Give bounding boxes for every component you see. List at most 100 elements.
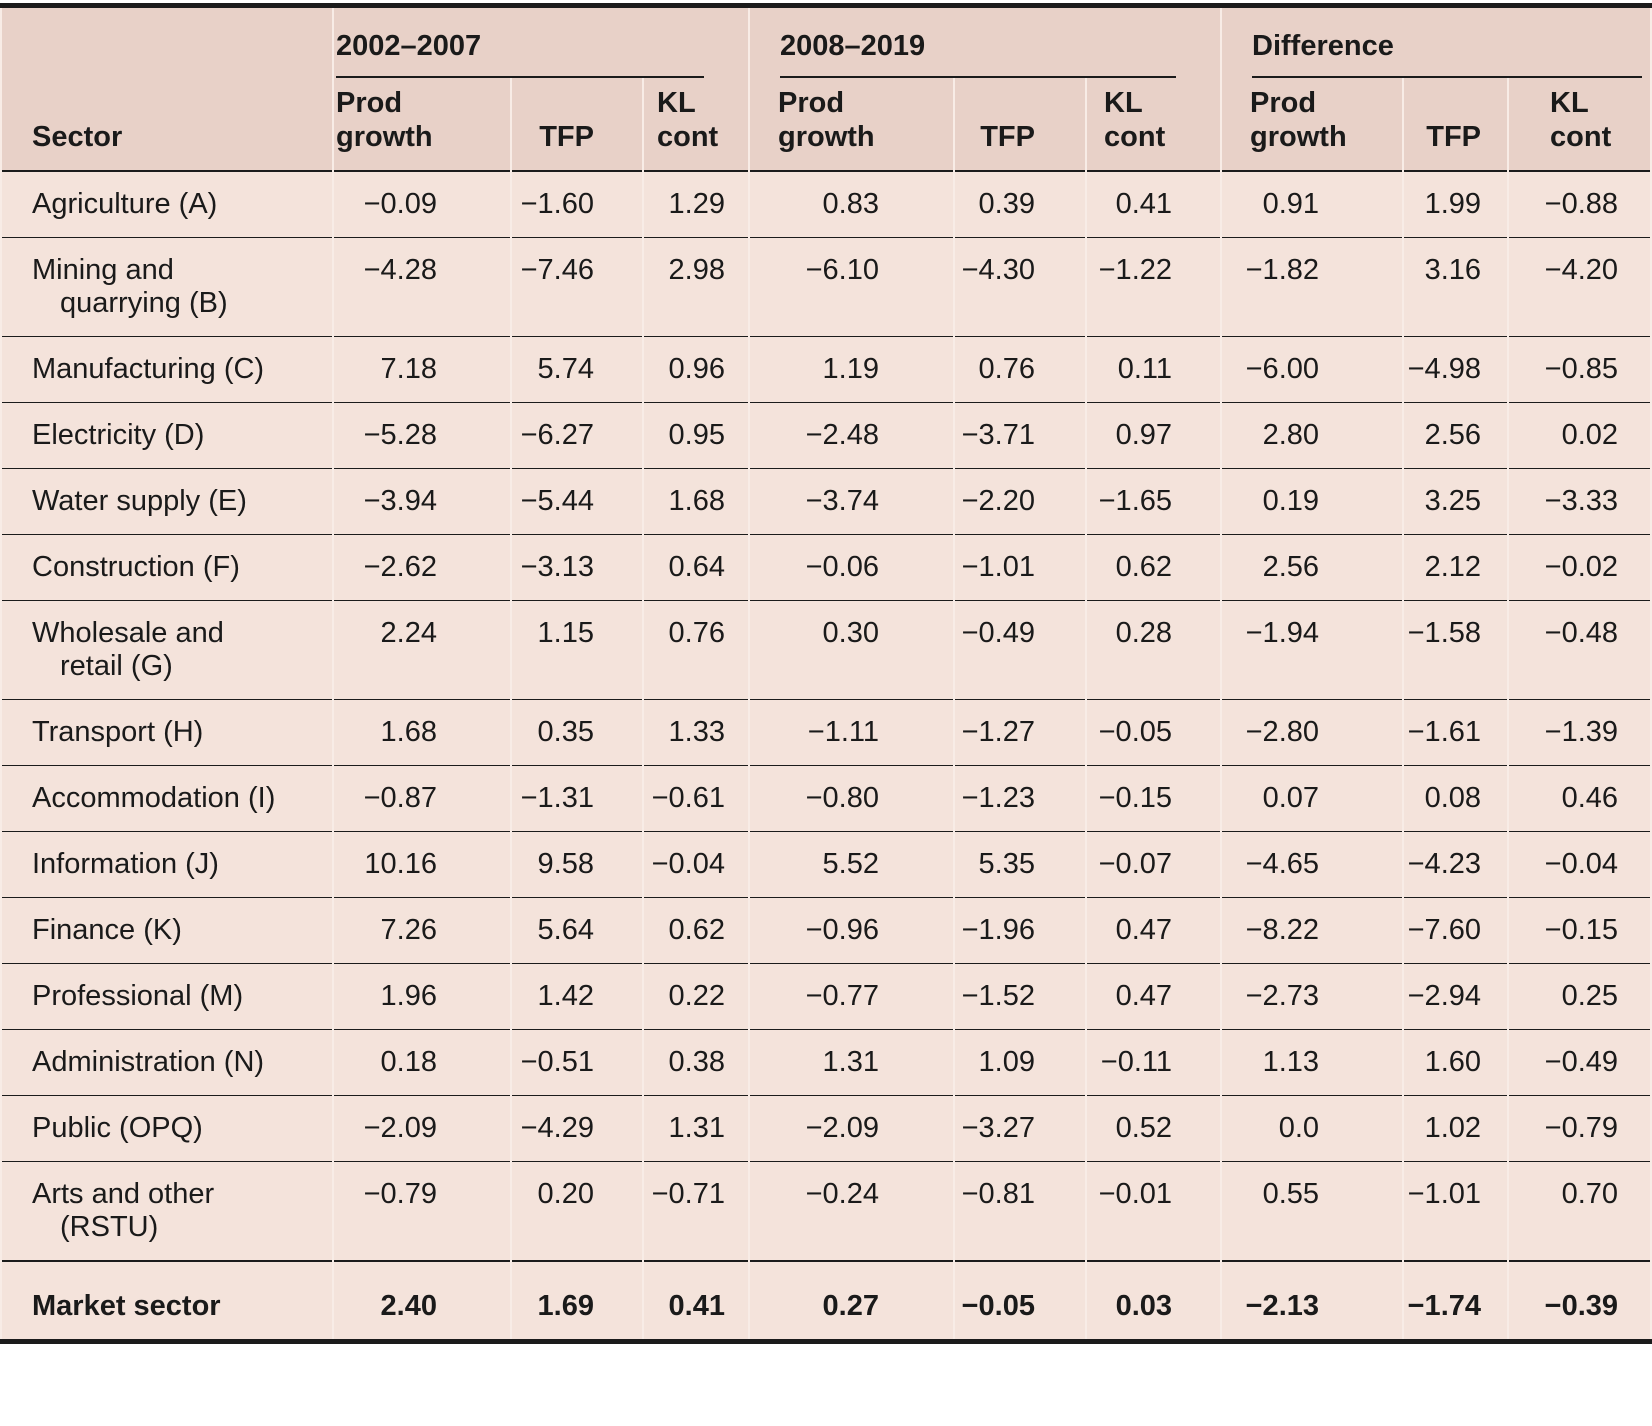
- value-cell: 1.99: [1404, 172, 1508, 238]
- sector-cell: Market sector: [2, 1262, 332, 1339]
- value-cell: −0.87: [334, 766, 510, 832]
- value-cell: −1.01: [955, 535, 1085, 601]
- value-cell: 1.68: [644, 469, 748, 535]
- value-cell: −1.96: [955, 898, 1085, 964]
- value-cell: 0.25: [1509, 964, 1651, 1030]
- value-cell: 0.11: [1087, 337, 1221, 403]
- column-header-kl-cont: KL cont: [1087, 78, 1221, 172]
- value-cell: 1.19: [750, 337, 953, 403]
- value-cell: 0.97: [1087, 403, 1221, 469]
- value-cell: 1.31: [750, 1030, 953, 1096]
- value-cell: 0.27: [750, 1262, 953, 1339]
- table-row: Finance (K) 7.26 5.64 0.62 −0.96 −1.96 0…: [2, 898, 1651, 964]
- value-cell: 1.42: [512, 964, 642, 1030]
- sector-cell: Accommodation (I): [2, 766, 332, 832]
- table-body: Agriculture (A) −0.09 −1.60 1.29 0.83 0.…: [2, 172, 1651, 1339]
- value-cell: 5.74: [512, 337, 642, 403]
- value-cell: −0.39: [1509, 1262, 1651, 1339]
- value-cell: 0.70: [1509, 1162, 1651, 1262]
- value-cell: 0.91: [1222, 172, 1403, 238]
- value-cell: −1.22: [1087, 238, 1221, 337]
- column-header-kl-cont: KL cont: [644, 78, 748, 172]
- value-cell: −0.79: [1509, 1096, 1651, 1162]
- value-cell: −1.58: [1404, 601, 1508, 700]
- value-cell: −0.81: [955, 1162, 1085, 1262]
- table-row: Mining and quarrying (B) −4.28 −7.46 2.9…: [2, 238, 1651, 337]
- value-cell: 7.26: [334, 898, 510, 964]
- value-cell: 1.31: [644, 1096, 748, 1162]
- value-cell: −0.61: [644, 766, 748, 832]
- value-cell: −4.29: [512, 1096, 642, 1162]
- column-header-prod-growth: Prod growth: [1222, 78, 1403, 172]
- value-cell: 2.40: [334, 1262, 510, 1339]
- value-cell: 0.62: [644, 898, 748, 964]
- value-cell: −2.09: [750, 1096, 953, 1162]
- value-cell: 1.33: [644, 700, 748, 766]
- value-cell: −4.23: [1404, 832, 1508, 898]
- value-cell: −0.71: [644, 1162, 748, 1262]
- totals-row: Market sector 2.40 1.69 0.41 0.27 −0.05 …: [2, 1262, 1651, 1339]
- value-cell: 0.0: [1222, 1096, 1403, 1162]
- value-cell: −5.44: [512, 469, 642, 535]
- corner-cell: [2, 8, 332, 78]
- value-cell: −1.60: [512, 172, 642, 238]
- column-header-prod-growth: Prod growth: [334, 78, 510, 172]
- column-header-kl-cont: KL cont: [1509, 78, 1651, 172]
- value-cell: −3.74: [750, 469, 953, 535]
- sector-cell: Agriculture (A): [2, 172, 332, 238]
- value-cell: 1.13: [1222, 1030, 1403, 1096]
- value-cell: 2.56: [1222, 535, 1403, 601]
- value-cell: 1.96: [334, 964, 510, 1030]
- table-row: Administration (N) 0.18 −0.51 0.38 1.31 …: [2, 1030, 1651, 1096]
- value-cell: −6.00: [1222, 337, 1403, 403]
- value-cell: −1.23: [955, 766, 1085, 832]
- period-row: 2002–2007 2008–2019 Difference: [2, 8, 1651, 78]
- value-cell: −6.10: [750, 238, 953, 337]
- value-cell: −0.07: [1087, 832, 1221, 898]
- period-label: Difference: [1252, 30, 1394, 62]
- value-cell: −3.94: [334, 469, 510, 535]
- value-cell: 0.03: [1087, 1262, 1221, 1339]
- value-cell: −1.52: [955, 964, 1085, 1030]
- sector-cell: Public (OPQ): [2, 1096, 332, 1162]
- value-cell: −3.71: [955, 403, 1085, 469]
- value-cell: 9.58: [512, 832, 642, 898]
- value-cell: −3.33: [1509, 469, 1651, 535]
- value-cell: −0.01: [1087, 1162, 1221, 1262]
- value-cell: 1.60: [1404, 1030, 1508, 1096]
- value-cell: 0.08: [1404, 766, 1508, 832]
- value-cell: −2.73: [1222, 964, 1403, 1030]
- value-cell: −1.39: [1509, 700, 1651, 766]
- period-underline: [336, 76, 704, 78]
- value-cell: 0.83: [750, 172, 953, 238]
- table-row: Arts and other (RSTU) −0.79 0.20 −0.71 −…: [2, 1162, 1651, 1262]
- value-cell: 0.07: [1222, 766, 1403, 832]
- value-cell: 2.80: [1222, 403, 1403, 469]
- value-cell: −3.27: [955, 1096, 1085, 1162]
- value-cell: 0.46: [1509, 766, 1651, 832]
- sector-cell: Transport (H): [2, 700, 332, 766]
- value-cell: −0.79: [334, 1162, 510, 1262]
- value-cell: −2.48: [750, 403, 953, 469]
- value-cell: −0.02: [1509, 535, 1651, 601]
- value-cell: −0.48: [1509, 601, 1651, 700]
- column-header-tfp: TFP: [512, 78, 642, 172]
- value-cell: 2.98: [644, 238, 748, 337]
- table-row: Manufacturing (C) 7.18 5.74 0.96 1.19 0.…: [2, 337, 1651, 403]
- value-cell: 0.19: [1222, 469, 1403, 535]
- value-cell: 3.16: [1404, 238, 1508, 337]
- value-cell: 0.95: [644, 403, 748, 469]
- table-row: Accommodation (I) −0.87 −1.31 −0.61 −0.8…: [2, 766, 1651, 832]
- value-cell: 0.30: [750, 601, 953, 700]
- value-cell: 0.35: [512, 700, 642, 766]
- value-cell: −0.80: [750, 766, 953, 832]
- value-cell: 1.69: [512, 1262, 642, 1339]
- value-cell: −0.05: [955, 1262, 1085, 1339]
- value-cell: −4.98: [1404, 337, 1508, 403]
- value-cell: 1.09: [955, 1030, 1085, 1096]
- value-cell: −0.11: [1087, 1030, 1221, 1096]
- sector-cell: Electricity (D): [2, 403, 332, 469]
- value-cell: −7.60: [1404, 898, 1508, 964]
- sector-cell: Mining and quarrying (B): [2, 238, 332, 337]
- value-cell: 5.64: [512, 898, 642, 964]
